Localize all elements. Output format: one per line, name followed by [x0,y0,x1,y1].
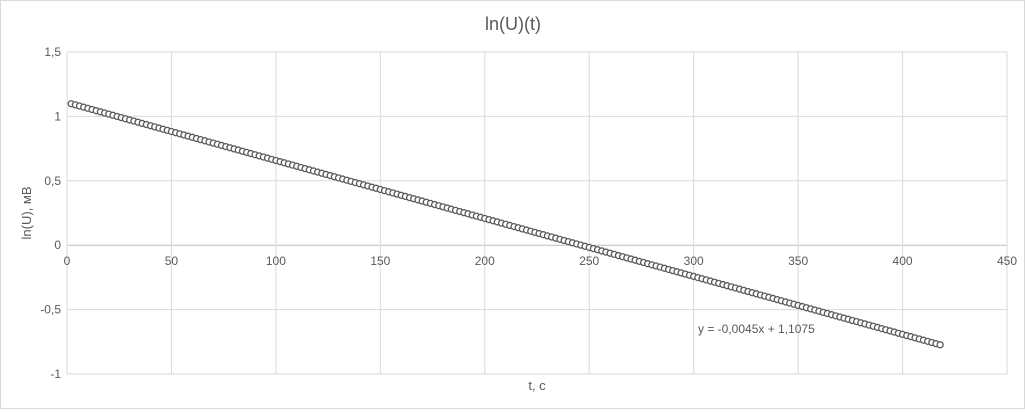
x-tick-label: 50 [165,254,179,268]
y-axis-label: ln(U), мВ [19,187,34,240]
y-axis-ticks: 1,5 1 0,5 0 -0,5 -1 [40,45,61,381]
x-tick-label: 450 [997,254,1017,268]
y-tick-label: 1 [54,109,61,123]
x-tick-label: 100 [266,254,286,268]
chart-title: ln(U)(t) [485,14,541,34]
grid [66,51,1008,375]
x-axis-ticks: 0 50 100 150 200 250 300 350 400 450 [64,254,1018,268]
y-tick-label: 0 [54,238,61,252]
x-tick-label: 0 [64,254,71,268]
x-axis-label: t, c [528,378,546,393]
data-point [936,341,944,349]
y-tick-label: -1 [50,367,61,381]
trendline-equation: y = -0,0045x + 1,1075 [698,322,815,336]
y-tick-label: -0,5 [40,303,61,317]
x-tick-label: 250 [579,254,599,268]
y-tick-label: 1,5 [44,45,61,59]
x-tick-label: 350 [788,254,808,268]
x-tick-label: 400 [893,254,913,268]
y-tick-label: 0,5 [44,174,61,188]
x-tick-label: 300 [684,254,704,268]
x-tick-label: 150 [370,254,390,268]
series-points [67,100,944,349]
x-tick-label: 200 [475,254,495,268]
